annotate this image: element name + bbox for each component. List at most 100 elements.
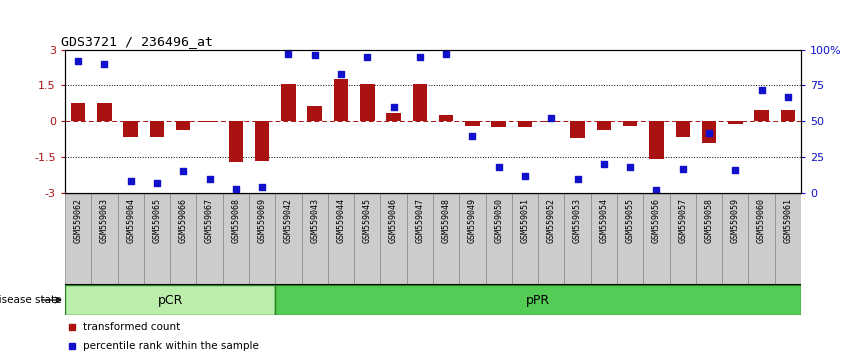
- Bar: [255, 121, 269, 161]
- Text: GSM559068: GSM559068: [231, 198, 241, 242]
- Bar: [728, 121, 742, 124]
- Text: GSM559053: GSM559053: [573, 198, 582, 242]
- Text: GSM559061: GSM559061: [784, 198, 792, 242]
- Point: [386, 104, 400, 110]
- Bar: [223, 193, 249, 285]
- Text: GDS3721 / 236496_at: GDS3721 / 236496_at: [61, 35, 213, 48]
- Text: GSM559069: GSM559069: [257, 198, 267, 242]
- Point: [518, 173, 532, 178]
- Text: GSM559059: GSM559059: [731, 198, 740, 242]
- Bar: [591, 193, 617, 285]
- Point: [71, 58, 85, 64]
- Bar: [307, 106, 322, 121]
- Bar: [669, 193, 696, 285]
- Bar: [65, 193, 91, 285]
- Point: [728, 167, 742, 173]
- Bar: [597, 121, 611, 130]
- Point: [545, 115, 559, 121]
- Point: [754, 87, 768, 92]
- Point: [413, 54, 427, 59]
- Point: [307, 52, 321, 58]
- Point: [781, 94, 795, 100]
- Text: GSM559046: GSM559046: [389, 198, 398, 242]
- Bar: [650, 121, 663, 159]
- Bar: [65, 285, 275, 315]
- Bar: [301, 193, 328, 285]
- Text: GSM559048: GSM559048: [442, 198, 450, 242]
- Text: GSM559054: GSM559054: [599, 198, 609, 242]
- Point: [571, 176, 585, 181]
- Bar: [722, 193, 748, 285]
- Bar: [459, 193, 486, 285]
- Point: [98, 61, 112, 67]
- Text: disease state: disease state: [0, 295, 65, 305]
- Text: pCR: pCR: [158, 293, 183, 307]
- Bar: [71, 103, 86, 121]
- Text: GSM559050: GSM559050: [494, 198, 503, 242]
- Bar: [486, 193, 512, 285]
- Point: [255, 184, 269, 190]
- Bar: [465, 121, 480, 126]
- Bar: [91, 193, 118, 285]
- Bar: [144, 193, 170, 285]
- Text: GSM559047: GSM559047: [416, 198, 424, 242]
- Text: GSM559060: GSM559060: [757, 198, 766, 242]
- Text: transformed count: transformed count: [83, 322, 181, 332]
- Point: [675, 166, 689, 171]
- Text: GSM559062: GSM559062: [74, 198, 82, 242]
- Bar: [275, 193, 301, 285]
- Text: GSM559051: GSM559051: [520, 198, 529, 242]
- Text: GSM559057: GSM559057: [678, 198, 688, 242]
- Bar: [780, 110, 795, 121]
- Point: [597, 161, 611, 167]
- Bar: [360, 84, 374, 121]
- Bar: [97, 103, 112, 121]
- Bar: [407, 193, 433, 285]
- Bar: [643, 193, 669, 285]
- Bar: [197, 193, 223, 285]
- Bar: [170, 193, 197, 285]
- Point: [281, 51, 295, 57]
- Text: pPR: pPR: [526, 293, 550, 307]
- Bar: [512, 193, 538, 285]
- Bar: [328, 193, 354, 285]
- Point: [624, 164, 637, 170]
- Text: percentile rank within the sample: percentile rank within the sample: [83, 341, 259, 351]
- Text: GSM559065: GSM559065: [152, 198, 161, 242]
- Bar: [617, 193, 643, 285]
- Text: GSM559058: GSM559058: [705, 198, 714, 242]
- Bar: [518, 121, 533, 127]
- Bar: [433, 193, 459, 285]
- Bar: [275, 285, 801, 315]
- Point: [229, 186, 242, 192]
- Bar: [696, 193, 722, 285]
- Bar: [544, 121, 559, 122]
- Text: GSM559044: GSM559044: [337, 198, 346, 242]
- Bar: [118, 193, 144, 285]
- Bar: [492, 121, 506, 127]
- Bar: [775, 193, 801, 285]
- Text: GSM559049: GSM559049: [468, 198, 477, 242]
- Bar: [386, 113, 401, 121]
- Text: GSM559056: GSM559056: [652, 198, 661, 242]
- Bar: [229, 121, 243, 162]
- Text: GSM559045: GSM559045: [363, 198, 372, 242]
- Text: GSM559055: GSM559055: [625, 198, 635, 242]
- Bar: [538, 193, 565, 285]
- Bar: [380, 193, 407, 285]
- Bar: [754, 110, 769, 121]
- Point: [492, 164, 506, 170]
- Bar: [203, 121, 216, 122]
- Bar: [176, 121, 191, 130]
- Bar: [439, 115, 454, 121]
- Point: [439, 51, 453, 57]
- Text: GSM559063: GSM559063: [100, 198, 109, 242]
- Bar: [281, 84, 295, 121]
- Text: GSM559067: GSM559067: [205, 198, 214, 242]
- Bar: [354, 193, 380, 285]
- Bar: [333, 79, 348, 121]
- Bar: [412, 84, 427, 121]
- Point: [650, 187, 663, 193]
- Bar: [571, 121, 585, 138]
- Text: GSM559043: GSM559043: [310, 198, 320, 242]
